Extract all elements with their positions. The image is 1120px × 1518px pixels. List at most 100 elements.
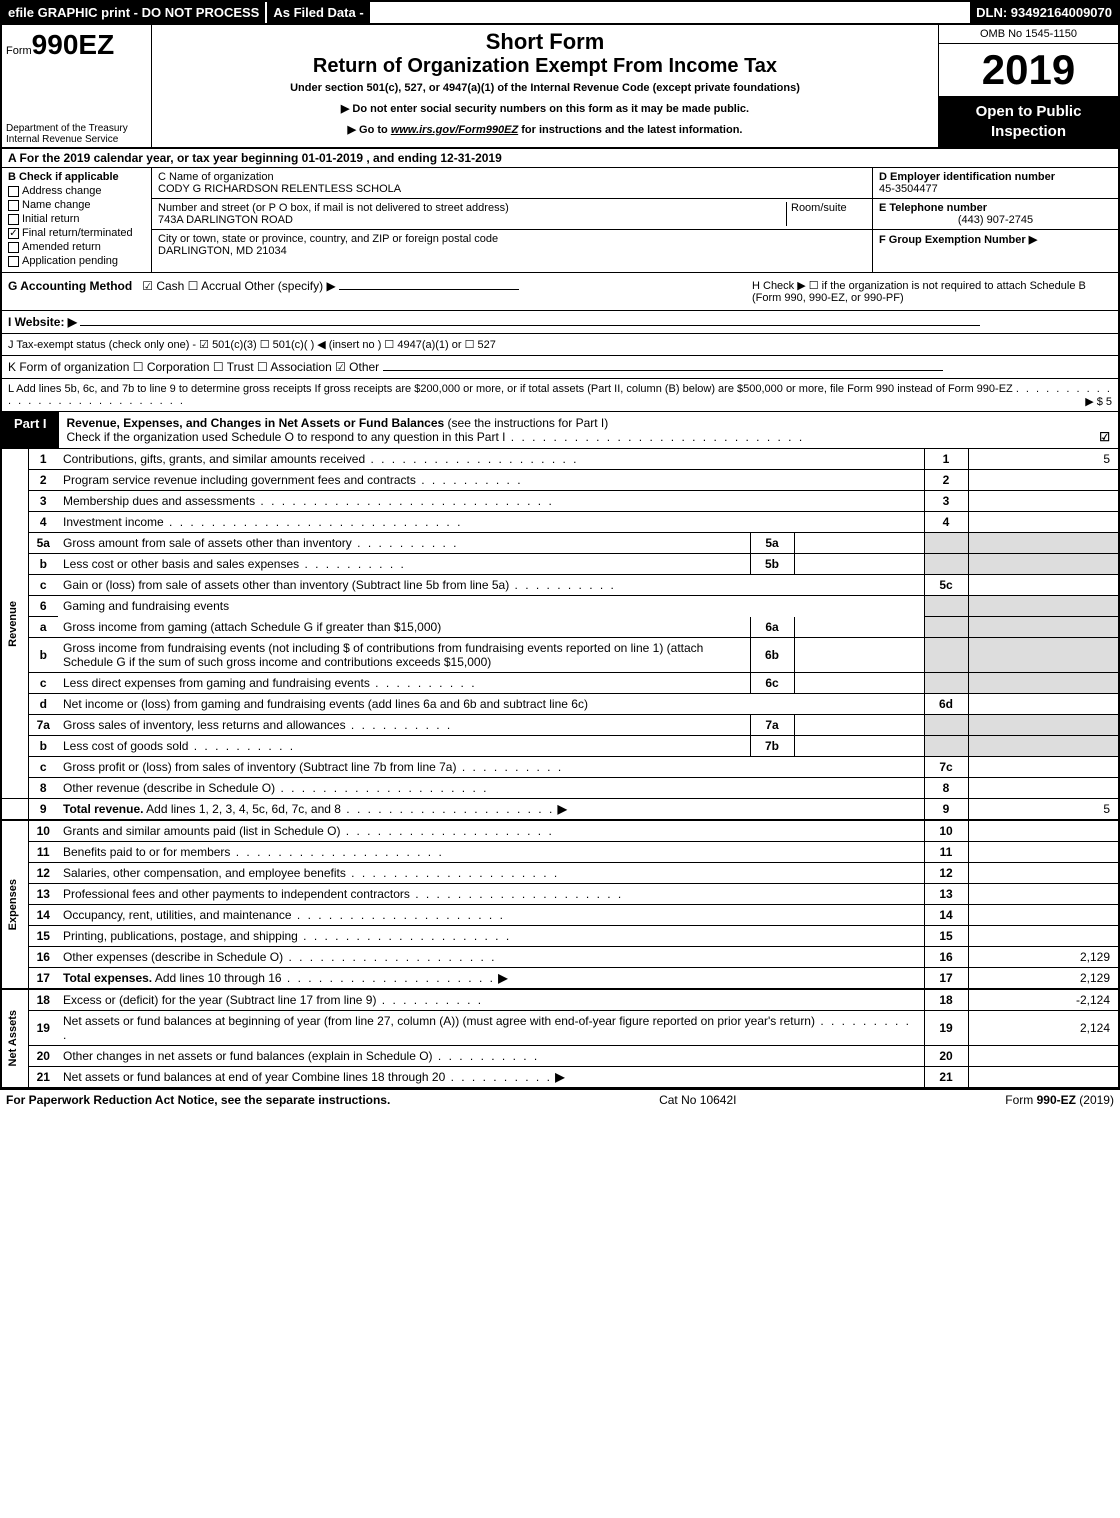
line-a: A For the 2019 calendar year, or tax yea… bbox=[2, 149, 1118, 168]
l-text: L Add lines 5b, 6c, and 7b to line 9 to … bbox=[8, 383, 1013, 395]
goto-link-line: ▶ Go to www.irs.gov/Form990EZ for instru… bbox=[160, 123, 930, 136]
part-1-header: Part I Revenue, Expenses, and Changes in… bbox=[2, 412, 1118, 449]
ssn-warning: ▶ Do not enter social security numbers o… bbox=[160, 102, 930, 115]
dept-treasury: Department of the Treasury Internal Reve… bbox=[6, 123, 128, 145]
row-j: J Tax-exempt status (check only one) - ☑… bbox=[2, 334, 1118, 356]
e-label: E Telephone number bbox=[879, 202, 987, 214]
row-g-h: G Accounting Method ☑ Cash ☐ Accrual Oth… bbox=[2, 273, 1118, 311]
line-5c: c Gain or (loss) from sale of assets oth… bbox=[2, 575, 1118, 596]
i-label: I Website: ▶ bbox=[8, 315, 77, 329]
line-5a: 5a Gross amount from sale of assets othe… bbox=[2, 533, 1118, 554]
as-filed-blank bbox=[370, 2, 970, 23]
line-21: 21 Net assets or fund balances at end of… bbox=[2, 1067, 1118, 1088]
line-16: 16 Other expenses (describe in Schedule … bbox=[2, 947, 1118, 968]
goto-pre: ▶ Go to bbox=[348, 124, 391, 136]
org-name: CODY G RICHARDSON RELENTLESS SCHOLA bbox=[158, 183, 401, 195]
room-suite-label: Room/suite bbox=[786, 202, 866, 226]
line-12: 12 Salaries, other compensation, and emp… bbox=[2, 863, 1118, 884]
cb-amended-return[interactable]: Amended return bbox=[8, 241, 145, 253]
omb-number: OMB No 1545-1150 bbox=[939, 25, 1118, 44]
line-5b: b Less cost or other basis and sales exp… bbox=[2, 554, 1118, 575]
line-7b: b Less cost of goods sold 7b bbox=[2, 736, 1118, 757]
lines-table: Revenue 1 Contributions, gifts, grants, … bbox=[2, 449, 1118, 1088]
line-6b: b Gross income from fundraising events (… bbox=[2, 638, 1118, 673]
line-4: 4 Investment income 4 bbox=[2, 512, 1118, 533]
line-1: Revenue 1 Contributions, gifts, grants, … bbox=[2, 449, 1118, 470]
cb-name-change[interactable]: Name change bbox=[8, 199, 145, 211]
cb-address-change[interactable]: Address change bbox=[8, 185, 145, 197]
line-6a: a Gross income from gaming (attach Sched… bbox=[2, 617, 1118, 638]
cb-final-return[interactable]: ✓Final return/terminated bbox=[8, 227, 145, 239]
footer-right: Form 990-EZ (2019) bbox=[1005, 1093, 1114, 1107]
line-18: Net Assets 18 Excess or (deficit) for th… bbox=[2, 989, 1118, 1011]
row-k: K Form of organization ☐ Corporation ☐ T… bbox=[2, 356, 1118, 379]
line-20: 20 Other changes in net assets or fund b… bbox=[2, 1046, 1118, 1067]
section-def: D Employer identification number 45-3504… bbox=[873, 168, 1118, 272]
header-left: Form990EZ Department of the Treasury Int… bbox=[2, 25, 152, 147]
line-8: 8 Other revenue (describe in Schedule O)… bbox=[2, 778, 1118, 799]
part-1-check: Check if the organization used Schedule … bbox=[67, 430, 506, 444]
row-i: I Website: ▶ bbox=[2, 311, 1118, 334]
under-section: Under section 501(c), 527, or 4947(a)(1)… bbox=[160, 82, 930, 94]
footer-left: For Paperwork Reduction Act Notice, see … bbox=[6, 1093, 390, 1107]
line-14: 14 Occupancy, rent, utilities, and maint… bbox=[2, 905, 1118, 926]
line-6d: d Net income or (loss) from gaming and f… bbox=[2, 694, 1118, 715]
g-options: ☑ Cash ☐ Accrual Other (specify) ▶ bbox=[142, 279, 335, 293]
line-15: 15 Printing, publications, postage, and … bbox=[2, 926, 1118, 947]
cb-initial-return[interactable]: Initial return bbox=[8, 213, 145, 225]
line-11: 11 Benefits paid to or for members 11 bbox=[2, 842, 1118, 863]
part-1-label: Part I bbox=[2, 412, 59, 448]
f-label: F Group Exemption Number ▶ bbox=[879, 234, 1037, 246]
top-bar: efile GRAPHIC print - DO NOT PROCESS As … bbox=[2, 2, 1118, 25]
line-6: 6 Gaming and fundraising events bbox=[2, 596, 1118, 617]
g-label: G Accounting Method bbox=[8, 279, 132, 293]
side-netassets: Net Assets bbox=[7, 1010, 19, 1066]
line-6c: c Less direct expenses from gaming and f… bbox=[2, 673, 1118, 694]
cb-application-pending[interactable]: Application pending bbox=[8, 255, 145, 267]
footer: For Paperwork Reduction Act Notice, see … bbox=[0, 1090, 1120, 1110]
street-value: 743A DARLINGTON ROAD bbox=[158, 214, 293, 226]
line-10: Expenses 10 Grants and similar amounts p… bbox=[2, 820, 1118, 842]
open-to-public: Open to Public Inspection bbox=[939, 96, 1118, 147]
footer-mid: Cat No 10642I bbox=[659, 1093, 736, 1107]
l-amount: ▶ $ 5 bbox=[1085, 395, 1112, 408]
c-label: C Name of organization bbox=[158, 171, 274, 183]
form-990ez: efile GRAPHIC print - DO NOT PROCESS As … bbox=[0, 0, 1120, 1090]
form-number: 990EZ bbox=[32, 29, 115, 60]
line-3: 3 Membership dues and assessments 3 bbox=[2, 491, 1118, 512]
form-prefix: Form bbox=[6, 45, 32, 57]
section-b-heading: B Check if applicable bbox=[8, 171, 145, 183]
side-revenue: Revenue bbox=[7, 601, 19, 647]
city-label: City or town, state or province, country… bbox=[158, 233, 498, 245]
street-label: Number and street (or P O box, if mail i… bbox=[158, 202, 509, 214]
return-title: Return of Organization Exempt From Incom… bbox=[160, 55, 930, 78]
k-text: K Form of organization ☐ Corporation ☐ T… bbox=[8, 360, 379, 374]
goto-post: for instructions and the latest informat… bbox=[518, 124, 742, 136]
city-value: DARLINGTON, MD 21034 bbox=[158, 245, 287, 257]
d-label: D Employer identification number bbox=[879, 171, 1055, 183]
line-17: 17 Total expenses. Add lines 10 through … bbox=[2, 968, 1118, 990]
line-7c: c Gross profit or (loss) from sales of i… bbox=[2, 757, 1118, 778]
header-center: Short Form Return of Organization Exempt… bbox=[152, 25, 938, 147]
tax-year: 2019 bbox=[939, 44, 1118, 96]
line-13: 13 Professional fees and other payments … bbox=[2, 884, 1118, 905]
section-b: B Check if applicable Address change Nam… bbox=[2, 168, 152, 272]
short-form-title: Short Form bbox=[160, 29, 930, 55]
h-text: H Check ▶ ☐ if the organization is not r… bbox=[752, 279, 1112, 304]
goto-link[interactable]: www.irs.gov/Form990EZ bbox=[391, 124, 518, 136]
line-7a: 7a Gross sales of inventory, less return… bbox=[2, 715, 1118, 736]
efile-label: efile GRAPHIC print - DO NOT PROCESS bbox=[2, 2, 265, 23]
side-expenses: Expenses bbox=[7, 879, 19, 930]
section-c: C Name of organization CODY G RICHARDSON… bbox=[152, 168, 873, 272]
ein-value: 45-3504477 bbox=[879, 183, 938, 195]
form-header: Form990EZ Department of the Treasury Int… bbox=[2, 25, 1118, 149]
phone-value: (443) 907-2745 bbox=[879, 214, 1112, 226]
as-filed-label: As Filed Data - bbox=[265, 2, 369, 23]
header-right: OMB No 1545-1150 2019 Open to Public Ins… bbox=[938, 25, 1118, 147]
line-2: 2 Program service revenue including gove… bbox=[2, 470, 1118, 491]
line-9: 9 Total revenue. Add lines 1, 2, 3, 4, 5… bbox=[2, 799, 1118, 821]
section-bcdef: B Check if applicable Address change Nam… bbox=[2, 168, 1118, 273]
part-1-checkbox: ☑ bbox=[1099, 430, 1110, 444]
line-19: 19 Net assets or fund balances at beginn… bbox=[2, 1011, 1118, 1046]
part-1-title: Revenue, Expenses, and Changes in Net As… bbox=[59, 412, 1118, 448]
